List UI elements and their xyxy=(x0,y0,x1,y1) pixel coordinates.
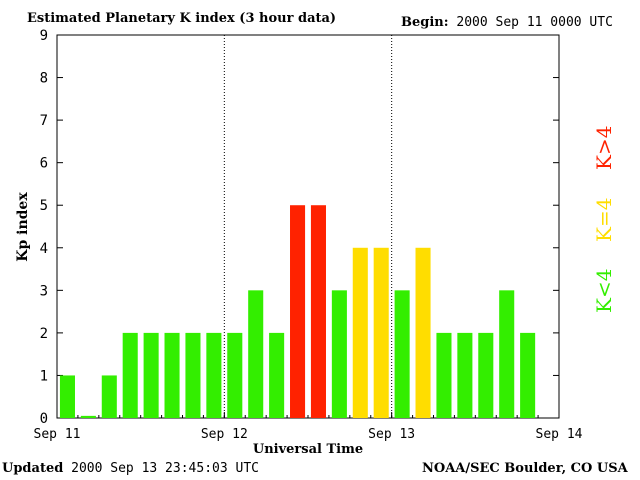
kp-bar xyxy=(457,332,473,418)
kp-bar xyxy=(164,332,180,418)
updated-info: Updated 2000 Sep 13 23:45:03 UTC xyxy=(2,461,259,476)
updated-label: Updated xyxy=(2,461,64,476)
kp-bar xyxy=(520,332,536,418)
kp-bar xyxy=(185,332,201,418)
kp-bar xyxy=(394,290,410,418)
kp-bar xyxy=(269,332,285,418)
kp-bar xyxy=(415,247,431,418)
kp-bar xyxy=(499,290,515,418)
kp-bar xyxy=(290,205,306,418)
kp-bar xyxy=(436,332,452,418)
y-tick-label: 7 xyxy=(40,113,48,129)
y-tick-label: 8 xyxy=(40,71,48,87)
chart-title: Estimated Planetary K index (3 hour data… xyxy=(27,11,337,26)
source-credit: NOAA/SEC Boulder, CO USA xyxy=(422,461,628,476)
x-tick-label: Sep 14 xyxy=(536,427,583,442)
kp-bar xyxy=(373,247,389,418)
kp-bar xyxy=(101,375,117,418)
y-tick-label: 0 xyxy=(40,411,48,427)
kp-bar xyxy=(310,205,326,418)
kp-bar xyxy=(331,290,347,418)
legend-k-greater-than-4: K>4 xyxy=(592,125,616,170)
kp-bar xyxy=(352,247,368,418)
y-tick-label: 2 xyxy=(40,326,48,342)
legend-k-less-than-4: K<4 xyxy=(592,268,616,313)
kp-bar xyxy=(206,332,222,418)
kp-bar xyxy=(227,332,243,418)
y-tick-label: 6 xyxy=(40,156,48,172)
y-tick-label: 1 xyxy=(40,368,48,384)
kp-bar xyxy=(80,415,96,418)
kp-bar xyxy=(478,332,494,418)
kp-bar xyxy=(122,332,138,418)
updated-value: 2000 Sep 13 23:45:03 UTC xyxy=(71,461,259,476)
begin-info: Begin: 2000 Sep 11 0000 UTC xyxy=(401,15,613,30)
legend-k-equals-4: K=4 xyxy=(592,197,616,242)
y-tick-label: 5 xyxy=(40,198,48,214)
x-tick-label: Sep 13 xyxy=(368,427,415,442)
begin-label: Begin: xyxy=(401,15,449,30)
x-axis-label: Universal Time xyxy=(253,442,363,457)
y-tick-label: 3 xyxy=(40,283,48,299)
begin-value: 2000 Sep 11 0000 UTC xyxy=(456,15,613,30)
kp-bar xyxy=(59,375,75,418)
y-tick-label: 9 xyxy=(40,28,48,44)
x-tick-label: Sep 11 xyxy=(34,427,81,442)
kp-bar xyxy=(248,290,264,418)
y-axis-label: Kp index xyxy=(15,192,31,262)
x-tick-label: Sep 12 xyxy=(201,427,248,442)
y-tick-label: 4 xyxy=(40,241,48,257)
kp-bar xyxy=(143,332,159,418)
